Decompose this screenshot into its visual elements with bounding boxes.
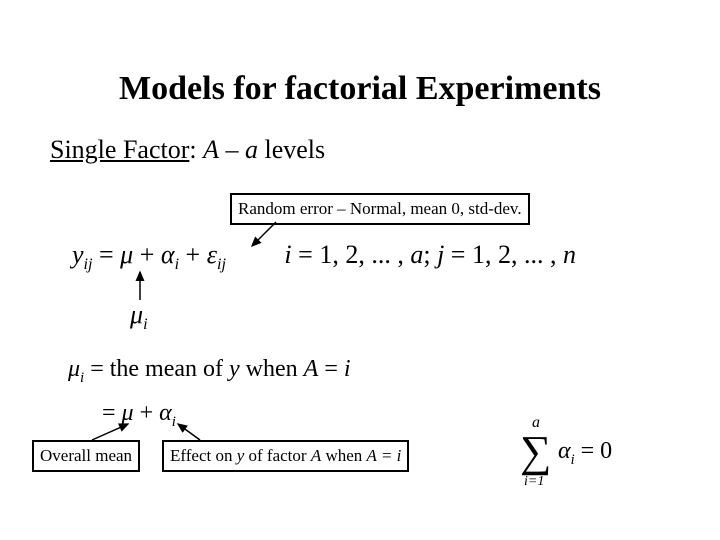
range-j-end: n — [563, 240, 576, 269]
sum-body: αi = 0 — [558, 438, 612, 469]
subtitle-factor: A — [203, 135, 219, 164]
mean-def-y: y — [229, 356, 240, 382]
mean-def-i: i — [344, 356, 351, 382]
effect-when: when — [321, 446, 366, 465]
mean-def-A: A — [304, 356, 319, 382]
mu-alpha-mu: μ — [122, 400, 134, 426]
random-error-box: Random error – Normal, mean 0, std-dev. — [230, 193, 530, 225]
sigma-icon: ∑ — [520, 430, 551, 474]
mean-definition: μi = the mean of y when A = i — [68, 356, 351, 387]
page-title: Models for factorial Experiments — [0, 70, 720, 108]
mean-def-mu: μ — [68, 356, 80, 382]
sum-constraint: a ∑ i=1 αi = 0 — [520, 420, 660, 500]
subtitle-levels-var: a — [245, 135, 258, 164]
model-alpha: α — [161, 240, 175, 269]
sum-eq-zero: = 0 — [575, 438, 613, 464]
range-i-end: a — [410, 240, 423, 269]
mean-def-eq: = — [318, 356, 344, 382]
effect-box: Effect on y of factor A when A = i — [162, 440, 409, 472]
mu-i-mu: μ — [130, 300, 143, 329]
model-y: y — [72, 240, 84, 269]
range-i-vals: = 1, 2, ... , — [292, 240, 411, 269]
effect-mid: of factor — [244, 446, 311, 465]
sum-alpha: α — [558, 438, 571, 464]
sum-bot: i=1 — [524, 474, 544, 490]
mu-alpha-eq: = — [102, 400, 122, 426]
subtitle-prefix: Single Factor — [50, 135, 189, 164]
model-eps-sub: ij — [217, 256, 226, 273]
range-j-vals: = 1, 2, ... , — [444, 240, 563, 269]
model-eq: = — [93, 240, 121, 269]
effect-A: A — [311, 446, 321, 465]
range-i: i — [284, 240, 291, 269]
subtitle-dash: – — [219, 135, 245, 164]
mean-def-text2: when — [240, 356, 304, 382]
overall-mean-box: Overall mean — [32, 440, 140, 472]
mu-alpha-sub: i — [172, 414, 176, 430]
mean-def-text1: = the mean of — [84, 356, 229, 382]
range-sep: ; — [423, 240, 437, 269]
mu-i-sub: i — [143, 316, 147, 333]
mu-alpha-alpha: α — [159, 400, 172, 426]
mu-alpha-plus: + — [134, 400, 160, 426]
model-equation: yij = μ + αi + εij i = 1, 2, ... , a; j … — [72, 240, 576, 274]
mu-i-symbol: μi — [130, 300, 148, 334]
model-plus-2: + — [179, 240, 207, 269]
effect-Ai: A = i — [367, 446, 402, 465]
model-mu: μ — [120, 240, 133, 269]
model-y-sub: ij — [84, 256, 93, 273]
effect-pre: Effect on — [170, 446, 237, 465]
subtitle-sep: : — [189, 135, 203, 164]
subtitle: Single Factor: A – a levels — [50, 135, 325, 165]
subtitle-levels-word: levels — [258, 135, 325, 164]
model-plus-1: + — [133, 240, 161, 269]
mu-alpha-line: = μ + αi — [102, 400, 176, 431]
model-eps: ε — [207, 240, 217, 269]
